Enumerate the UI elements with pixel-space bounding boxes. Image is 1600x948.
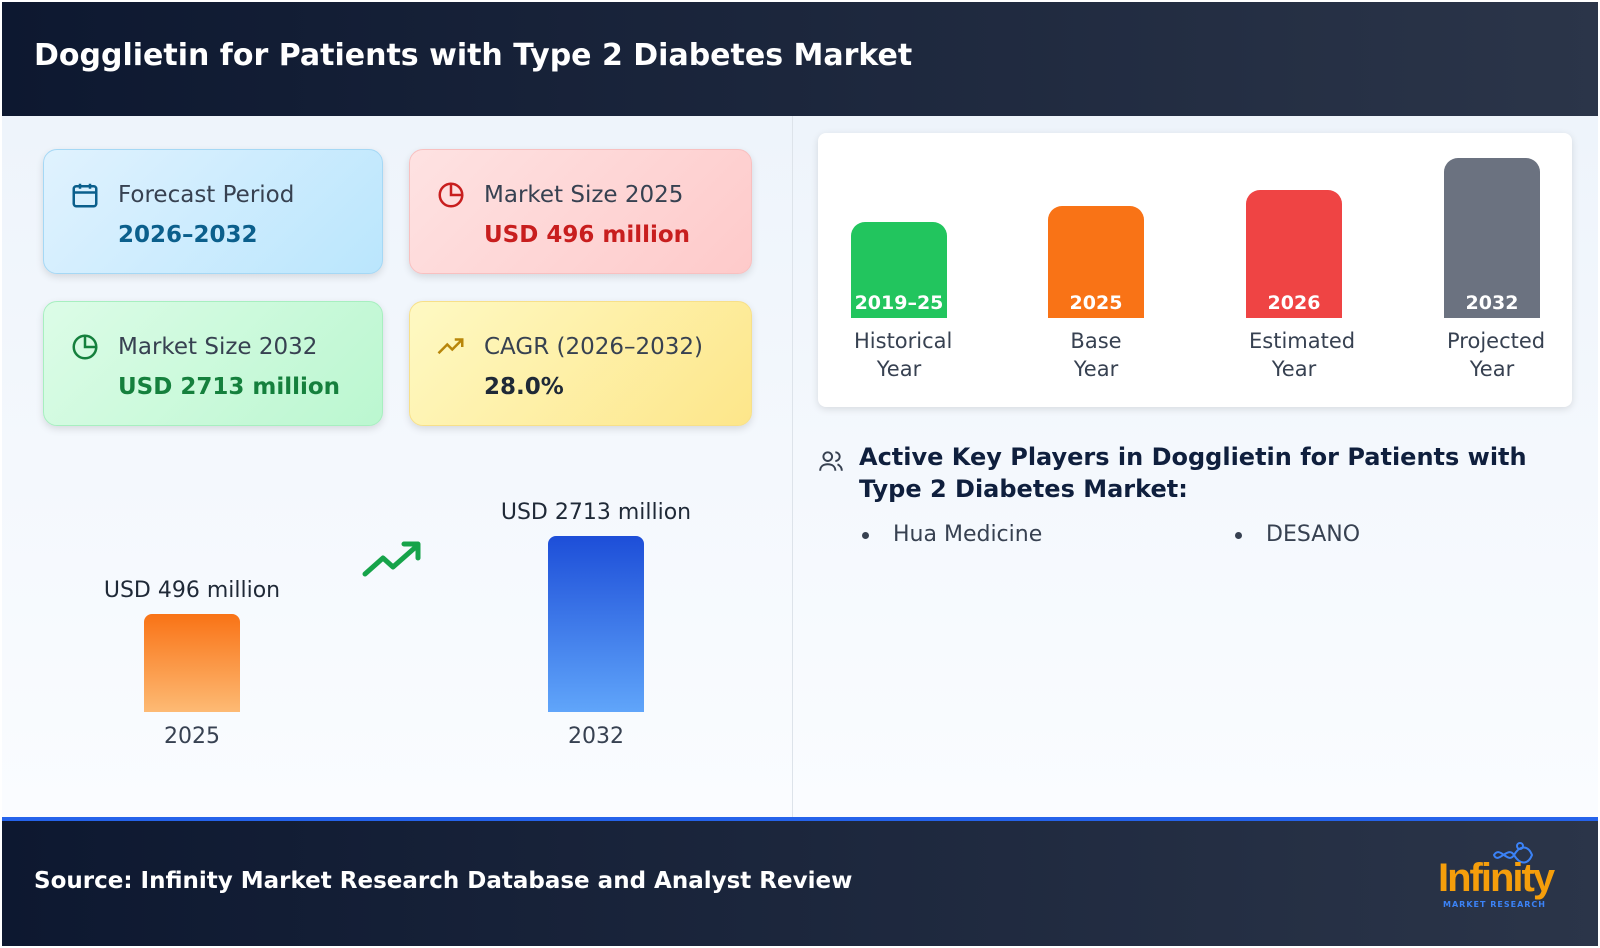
stat-card: Market Size 2032 USD 2713 million [43, 301, 383, 426]
players-title: Active Key Players in Dogglietin for Pat… [859, 443, 1527, 503]
divider [792, 116, 793, 817]
source-note: Source: Infinity Market Research Databas… [34, 868, 853, 894]
value-label: USD 2713 million [500, 499, 692, 525]
stat-card: CAGR (2026–2032) 28.0% [409, 301, 752, 426]
timeline-bar: 2032 [1444, 158, 1540, 318]
bar [548, 535, 644, 712]
people-icon [819, 451, 843, 471]
card-value: USD 2713 million [118, 374, 341, 400]
pie-icon [438, 182, 464, 208]
growth-arrow [362, 541, 421, 577]
logo-tagline: MARKET RESEARCH [1443, 900, 1546, 909]
value-label: USD 496 million [103, 578, 281, 604]
page-title: Dogglietin for Patients with Type 2 Diab… [34, 38, 913, 73]
timeline-bar: 2025 [1048, 206, 1144, 318]
player-name: DESANO [1266, 522, 1361, 547]
timeline-label: Base Year [1070, 329, 1122, 381]
card-label: Market Size 2025 [484, 182, 684, 208]
footer [2, 817, 1598, 946]
stat-card: Market Size 2025 USD 496 million [409, 149, 752, 274]
timeline-label: Historical Year [854, 329, 953, 381]
logo-mark [1492, 842, 1534, 864]
bullet [862, 532, 869, 539]
card-value: 2026–2032 [118, 222, 258, 248]
pie-icon [72, 334, 98, 360]
logo-name: Infinity [1438, 856, 1555, 900]
x-tick-label: 2025 [164, 724, 220, 749]
bar [144, 614, 240, 712]
card-label: CAGR (2026–2032) [484, 334, 704, 360]
card-value: USD 496 million [484, 222, 691, 248]
timeline-bar: 2026 [1246, 190, 1342, 318]
timeline-label: Estimated Year [1249, 329, 1356, 381]
card-value: 28.0% [484, 374, 564, 400]
card-label: Market Size 2032 [118, 334, 318, 360]
player-name: Hua Medicine [893, 522, 1043, 547]
bullet [1235, 532, 1242, 539]
calendar-icon [72, 183, 98, 208]
card-label: Forecast Period [118, 182, 295, 208]
header [2, 2, 1598, 116]
trend-icon [437, 338, 464, 355]
x-tick-label: 2032 [568, 724, 624, 749]
timeline-label: Projected Year [1447, 329, 1546, 381]
timeline-bar: 2019–25 [851, 222, 947, 318]
stat-card: Forecast Period 2026–2032 [43, 149, 383, 274]
